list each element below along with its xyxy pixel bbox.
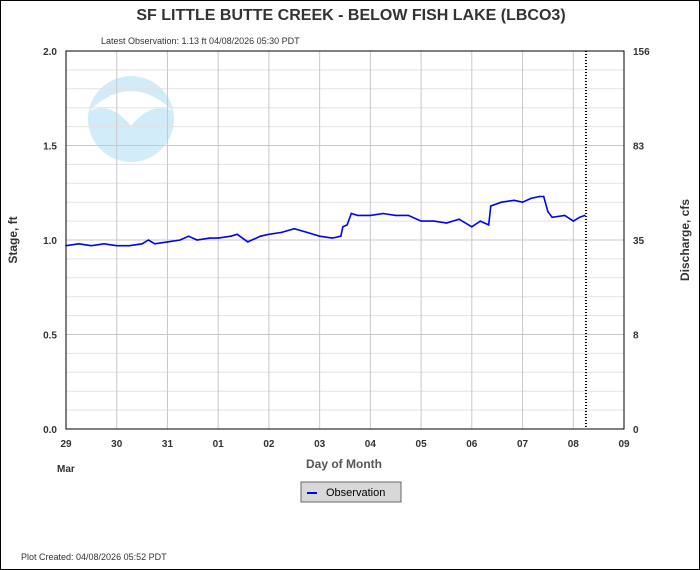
x-tick-label: 29	[60, 439, 72, 450]
data-point	[166, 241, 169, 243]
data-point	[217, 237, 219, 239]
y-tick-label: 2.0	[43, 47, 57, 58]
x-tick-label: 08	[568, 439, 580, 450]
data-point	[479, 220, 482, 222]
y2-tick-label: 0	[633, 425, 639, 436]
chart-title: SF LITTLE BUTTE CREEK - BELOW FISH LAKE …	[136, 7, 565, 24]
data-point	[487, 224, 490, 226]
x-tick-label: 06	[466, 439, 478, 450]
legend-entry: Observation	[326, 487, 385, 499]
data-point	[350, 212, 353, 215]
y-tick-label: 0.5	[43, 331, 57, 342]
data-point	[342, 225, 344, 228]
data-point	[356, 214, 359, 217]
y2-tick-label: 8	[633, 331, 639, 342]
data-point	[318, 235, 321, 238]
data-point	[538, 195, 541, 198]
data-point	[331, 237, 334, 239]
y-tick-label: 1.0	[43, 236, 57, 247]
data-point	[407, 214, 410, 217]
plot-area	[65, 50, 625, 430]
data-point	[208, 237, 211, 239]
data-point	[293, 227, 296, 230]
legend: Observation	[300, 481, 402, 503]
data-point	[246, 241, 249, 243]
data-point	[306, 231, 308, 234]
x-tick-label: 01	[213, 439, 225, 450]
x-tick-label: 03	[314, 439, 326, 450]
data-point	[490, 205, 492, 207]
data-point	[339, 235, 342, 238]
x-tick-label: 07	[517, 439, 529, 450]
data-point	[196, 239, 198, 241]
x-month-label: Mar	[57, 464, 75, 475]
data-point	[572, 220, 575, 222]
data-point	[394, 214, 397, 217]
data-point	[551, 216, 553, 219]
y2-axis-label: Discharge, cfs	[678, 199, 692, 281]
data-point	[236, 233, 239, 236]
x-tick-label: 04	[365, 439, 377, 450]
data-point	[268, 233, 270, 236]
y2-tick-label: 35	[633, 236, 645, 247]
y-axis-label: Stage, ft	[6, 216, 20, 263]
noaa-logo-text: NOAA	[109, 92, 153, 109]
data-point	[153, 242, 156, 245]
data-point	[141, 242, 143, 245]
y2-tick-label: 156	[633, 47, 650, 58]
data-point	[547, 210, 549, 213]
y2-tick-label: 83	[633, 142, 645, 153]
x-tick-label: 02	[263, 439, 275, 450]
data-point	[513, 199, 515, 202]
data-point	[187, 235, 190, 238]
data-point	[445, 222, 448, 224]
data-point	[230, 235, 232, 238]
data-point	[420, 220, 422, 222]
data-point	[382, 212, 384, 215]
noaa-logo: NOAA	[88, 76, 174, 162]
data-point	[542, 195, 545, 198]
y-tick-label: 1.5	[43, 142, 57, 153]
series-line-observation	[65, 195, 586, 247]
chart-subtitle: Latest Observation: 1.13 ft 04/08/2026 0…	[101, 36, 300, 46]
data-point	[259, 235, 262, 238]
data-point	[147, 239, 150, 241]
data-point	[458, 218, 460, 221]
data-point	[500, 201, 503, 203]
x-axis-label: Day of Month	[306, 457, 382, 471]
data-point	[578, 216, 581, 219]
data-point	[521, 201, 524, 203]
data-point	[471, 225, 473, 228]
data-point	[90, 244, 93, 247]
plot-created: Plot Created: 04/08/2026 05:52 PDT	[21, 552, 167, 562]
data-point	[77, 242, 80, 245]
data-point	[564, 214, 566, 217]
data-point	[103, 242, 105, 245]
x-tick-label: 30	[111, 439, 123, 450]
data-point	[369, 214, 372, 217]
data-point	[115, 244, 118, 247]
data-point	[346, 224, 348, 226]
data-point	[280, 231, 283, 234]
data-point	[179, 239, 181, 241]
x-tick-label: 09	[618, 439, 630, 450]
data-point	[432, 220, 435, 222]
data-point	[128, 244, 131, 247]
data-point	[584, 214, 586, 217]
x-tick-label: 31	[162, 439, 174, 450]
y-tick-label: 0.0	[43, 425, 57, 436]
data-point	[530, 197, 532, 200]
x-tick-label: 05	[416, 439, 428, 450]
